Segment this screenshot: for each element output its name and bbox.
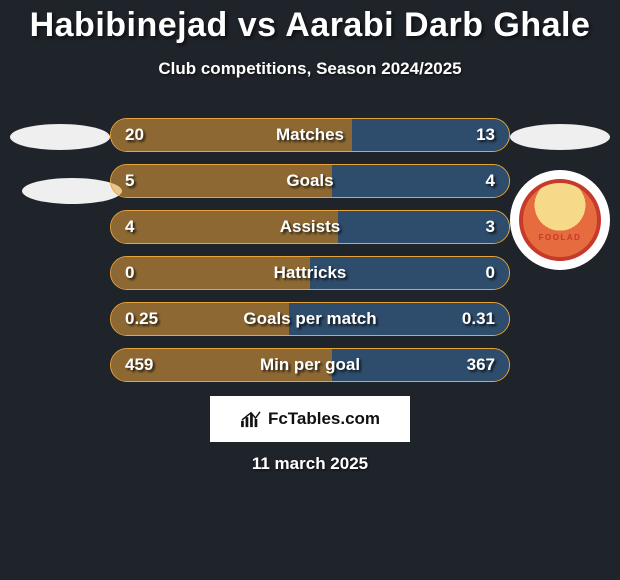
stat-bar-right — [338, 211, 509, 243]
stat-value-right: 367 — [467, 355, 495, 375]
stat-label: Matches — [276, 125, 344, 145]
stat-label: Goals — [286, 171, 333, 191]
stat-value-right: 3 — [486, 217, 495, 237]
stat-row: 4 Assists 3 — [110, 210, 510, 244]
right-photo-placeholder — [510, 124, 610, 150]
branding-badge: FcTables.com — [210, 396, 410, 442]
stat-row: 0.25 Goals per match 0.31 — [110, 302, 510, 336]
stat-value-left: 459 — [125, 355, 153, 375]
stat-value-left: 0 — [125, 263, 134, 283]
stat-value-right: 0 — [486, 263, 495, 283]
stat-value-right: 4 — [486, 171, 495, 191]
stats-table: 20 Matches 13 5 Goals 4 4 Assists 3 0 Hattricks 0 0.… — [110, 118, 510, 394]
stat-row: 5 Goals 4 — [110, 164, 510, 198]
stat-row: 459 Min per goal 367 — [110, 348, 510, 382]
stat-label: Goals per match — [243, 309, 376, 329]
comparison-card: Habibinejad vs Aarabi Darb Ghale Club co… — [0, 0, 620, 580]
stat-value-left: 0.25 — [125, 309, 158, 329]
stat-label: Hattricks — [274, 263, 347, 283]
stat-value-left: 5 — [125, 171, 134, 191]
stat-label: Min per goal — [260, 355, 360, 375]
right-club-badge: FOOLAD — [510, 170, 610, 270]
date-text: 11 march 2025 — [0, 454, 620, 474]
left-club-placeholder — [22, 178, 122, 204]
club-badge-inner: FOOLAD — [519, 179, 601, 261]
stat-row: 0 Hattricks 0 — [110, 256, 510, 290]
subtitle: Club competitions, Season 2024/2025 — [0, 59, 620, 79]
stat-row: 20 Matches 13 — [110, 118, 510, 152]
stat-bar-right — [332, 165, 509, 197]
stat-value-left: 20 — [125, 125, 144, 145]
club-badge-text: FOOLAD — [523, 233, 597, 242]
stat-value-left: 4 — [125, 217, 134, 237]
chart-icon — [240, 410, 262, 428]
stat-value-right: 13 — [476, 125, 495, 145]
branding-text: FcTables.com — [268, 409, 380, 429]
stat-value-right: 0.31 — [462, 309, 495, 329]
page-title: Habibinejad vs Aarabi Darb Ghale — [0, 6, 620, 45]
left-photo-placeholder — [10, 124, 110, 150]
stat-label: Assists — [280, 217, 340, 237]
